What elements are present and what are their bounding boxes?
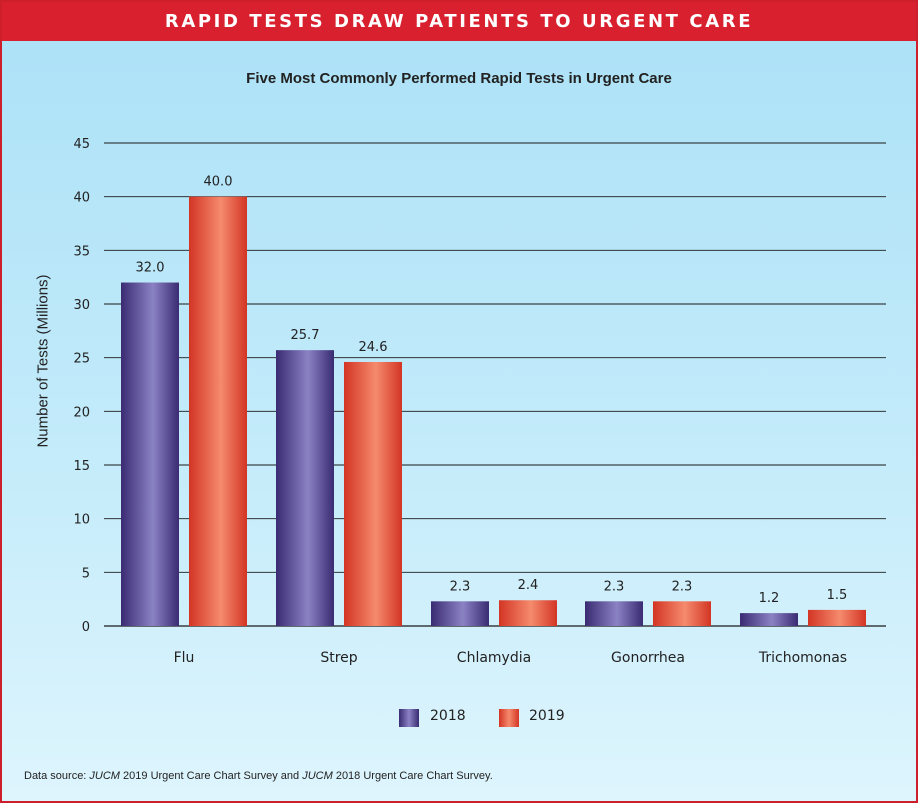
bar-2019-strep	[344, 361, 402, 626]
source-journal-2: JUCM	[302, 770, 333, 782]
bar-2018-chlamydia	[431, 601, 489, 626]
data-label: 40.0	[204, 175, 233, 190]
data-label: 1.2	[759, 591, 780, 606]
data-label: 2.3	[604, 579, 625, 594]
data-label: 32.0	[136, 261, 165, 276]
data-label: 2.4	[518, 578, 539, 593]
y-tick-label: 15	[73, 459, 90, 474]
data-label: 1.5	[827, 588, 848, 603]
bar-2019-flu	[189, 196, 247, 626]
legend-swatch-2018	[399, 709, 419, 727]
bar-2019-trichomonas	[808, 609, 866, 626]
y-axis-label: Number of Tests (Millions)	[34, 274, 52, 448]
y-tick-label: 30	[73, 298, 90, 313]
x-tick-label: Chlamydia	[457, 650, 531, 666]
data-label: 2.3	[672, 579, 693, 594]
bar-2018-trichomonas	[740, 613, 798, 626]
y-tick-label: 40	[73, 191, 90, 206]
bar-2018-gonorrhea	[585, 601, 643, 626]
bar-2018-flu	[121, 282, 179, 626]
bar-2019-gonorrhea	[653, 601, 711, 626]
y-tick-label: 20	[73, 405, 90, 420]
source-suffix: 2018 Urgent Care Chart Survey.	[332, 770, 493, 782]
data-label: 25.7	[291, 328, 320, 343]
source-journal-1: JUCM	[89, 770, 120, 782]
y-tick-label: 5	[82, 566, 90, 581]
x-tick-label: Strep	[320, 650, 357, 666]
data-label: 2.3	[450, 579, 471, 594]
legend: 2018 2019	[0, 706, 918, 730]
source-mid: 2019 Urgent Care Chart Survey and	[119, 770, 303, 782]
x-tick-label: Trichomonas	[758, 650, 847, 666]
legend-label-2019: 2019	[529, 708, 565, 724]
y-tick-label: 45	[73, 137, 90, 152]
bar-2018-strep	[276, 350, 334, 626]
x-tick-label: Gonorrhea	[611, 650, 685, 666]
x-tick-label: Flu	[174, 650, 195, 666]
legend-label-2018: 2018	[430, 708, 466, 724]
banner-title: RAPID TESTS DRAW PATIENTS TO URGENT CARE	[2, 2, 916, 41]
y-tick-label: 35	[73, 244, 90, 259]
y-tick-label: 25	[73, 352, 90, 367]
y-tick-label: 10	[73, 513, 90, 528]
data-label: 24.6	[359, 340, 388, 355]
legend-swatch-2019	[499, 709, 519, 727]
y-tick-label: 0	[82, 620, 90, 635]
data-source-note: Data source: JUCM 2019 Urgent Care Chart…	[24, 770, 493, 782]
chart-title: Five Most Commonly Performed Rapid Tests…	[246, 70, 672, 87]
bar-2019-chlamydia	[499, 600, 557, 626]
source-prefix: Data source:	[24, 770, 90, 782]
